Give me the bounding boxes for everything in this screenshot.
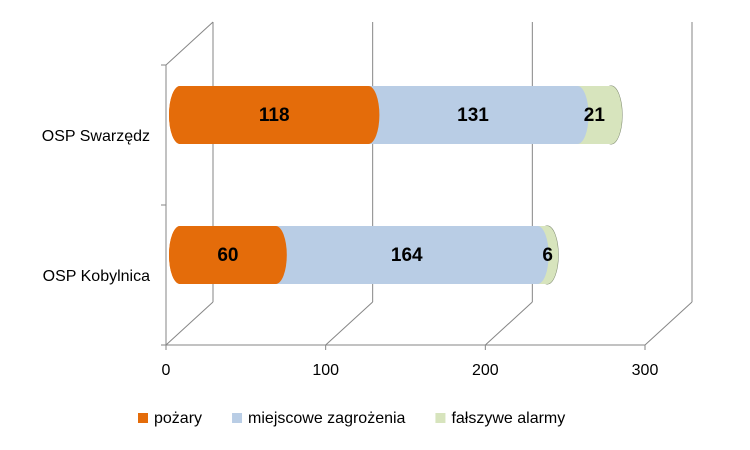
value-label: 6 bbox=[542, 245, 553, 266]
labels: 0 100 200 300 OSP Swarzędz 118 131 21 OSP Kobyln… bbox=[42, 105, 659, 427]
legend-swatch bbox=[232, 413, 243, 423]
legend-label: pożary bbox=[154, 410, 202, 427]
x-tick-label: 300 bbox=[632, 362, 659, 379]
bars bbox=[169, 85, 623, 285]
legend-label: miejscowe zagrożenia bbox=[248, 410, 406, 427]
bar bbox=[264, 226, 549, 284]
bar-start bbox=[169, 86, 191, 144]
y-tick-label: OSP Swarzędz bbox=[42, 128, 150, 145]
grid-line bbox=[484, 301, 533, 346]
value-label: 21 bbox=[584, 105, 606, 126]
x-tick-label: 200 bbox=[472, 362, 499, 379]
grid-line bbox=[644, 301, 693, 346]
wall-edge bbox=[165, 21, 214, 66]
legend-swatch bbox=[138, 413, 148, 423]
bar bbox=[169, 226, 287, 284]
value-label: 164 bbox=[391, 245, 423, 266]
bar-start bbox=[169, 226, 191, 284]
x-tick-label: 0 bbox=[162, 362, 171, 379]
bar bbox=[357, 86, 589, 144]
grid-line bbox=[165, 301, 214, 346]
bar bbox=[169, 86, 380, 144]
value-label: 118 bbox=[259, 105, 290, 126]
legend-swatch bbox=[435, 413, 446, 423]
value-label: 131 bbox=[457, 105, 489, 126]
legend-label: fałszywe alarmy bbox=[451, 410, 565, 427]
grid-line bbox=[325, 301, 374, 346]
grid bbox=[161, 21, 693, 350]
value-label: 60 bbox=[217, 245, 238, 266]
y-tick-label: OSP Kobylnica bbox=[43, 268, 150, 285]
x-tick-label: 100 bbox=[312, 362, 339, 379]
